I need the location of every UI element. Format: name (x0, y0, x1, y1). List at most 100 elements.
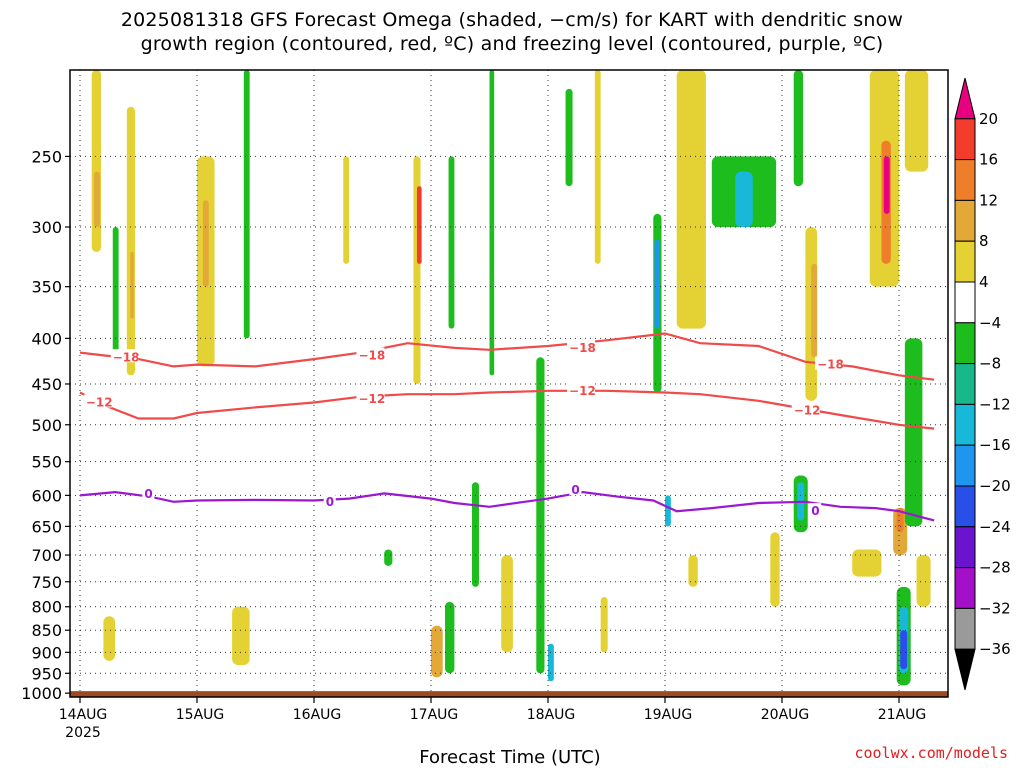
omega-cell (130, 251, 134, 319)
colorbar-label: 20 (979, 110, 998, 128)
contour-label-bg (356, 347, 385, 361)
contour-line (79, 332, 935, 381)
colorbar-swatch (954, 199, 976, 242)
contour-label: 0 (144, 487, 152, 501)
contour-label: 0 (326, 495, 334, 509)
x-tick-label: 18AUG (527, 707, 576, 723)
omega-cell (600, 596, 608, 653)
x-axis: 14AUG 15AUG 16AUG 17AUG 18AUG 19AUG 20AUG 21AUG… (59, 697, 927, 741)
colorbar-swatch (954, 444, 976, 487)
omega-cell (852, 549, 882, 577)
colorbar-label: −32 (979, 599, 1011, 617)
omega-cell (489, 70, 495, 376)
omega-cell (665, 495, 671, 527)
contour-label-bg (110, 349, 139, 363)
omega-cell (126, 106, 135, 376)
y-axis: 250 300 350 400 450 500 550 600 650 700 750 800 850 9… (21, 147, 70, 703)
omega-cell (883, 156, 890, 214)
colorbar-arrow-top (954, 77, 976, 120)
x-tick-label: 21AUG (878, 707, 927, 723)
omega-cell (904, 70, 929, 172)
contour-label-bg (809, 503, 822, 517)
y-tick-label: 950 (31, 664, 62, 683)
colorbar-label: 4 (979, 273, 989, 291)
colorbar-swatch (954, 485, 976, 528)
contour-label-bg (567, 382, 596, 396)
y-tick-label: 700 (31, 546, 62, 565)
omega-cell (536, 357, 545, 674)
contour-label: −12 (86, 395, 113, 409)
omega-cell (103, 616, 116, 661)
credit-link[interactable]: coolwx.com/models (854, 744, 1008, 762)
omega-cell (431, 625, 443, 678)
colorbar-label: −16 (979, 436, 1011, 454)
colorbar-label: −12 (979, 395, 1011, 413)
contour-label-bg (791, 402, 820, 416)
omega-shading (91, 70, 931, 686)
y-tick-label: 600 (31, 486, 62, 505)
y-tick-label: 750 (31, 573, 62, 592)
y-tick-label: 800 (31, 598, 62, 617)
colorbar-swatch (954, 159, 976, 201)
omega-cell (471, 482, 479, 587)
contour-label-bg (567, 339, 596, 353)
ground-fill (70, 691, 948, 697)
omega-cell (676, 70, 706, 329)
omega-cell (654, 239, 660, 329)
x-tick-label: 14AUG (59, 707, 108, 723)
omega-cell (416, 186, 422, 264)
omega-cell (548, 643, 554, 682)
contour-label: −12 (569, 384, 596, 398)
contour-label: −18 (113, 350, 140, 364)
y-tick-label: 550 (31, 453, 62, 472)
omega-cell (904, 338, 923, 527)
colorbar-swatch (954, 526, 976, 569)
omega-cell (202, 200, 209, 287)
contour-label: −12 (794, 404, 821, 418)
y-tick-label: 500 (31, 416, 62, 435)
omega-cell (501, 555, 513, 653)
colorbar-label: 8 (979, 232, 989, 250)
contour-label-bg (815, 356, 844, 370)
contours: −18 −18 −18 −18 −12 −12 −12 −12 0 0 0 0 (79, 332, 935, 522)
colorbar-swatch (954, 607, 976, 650)
omega-cell (94, 171, 100, 227)
x-year-label: 2025 (65, 725, 101, 741)
contour-line (79, 490, 935, 522)
omega-cell (448, 156, 455, 329)
colorbar-label: −4 (979, 314, 1001, 332)
colorbar: 20 16 12 8 4 −4 −8 −12 −16 −20 −24 −28 −32 −36 (954, 77, 1011, 691)
y-tick-label: 850 (31, 621, 62, 640)
y-tick-label: 900 (31, 643, 62, 662)
contour-label: 0 (811, 504, 819, 518)
chart-title-line-1: 2025081318 GFS Forecast Omega (shaded, −… (120, 9, 904, 31)
omega-cell (384, 549, 393, 566)
x-tick-label: 15AUG (176, 707, 225, 723)
contour-label: −18 (358, 348, 385, 362)
omega-cell (445, 601, 455, 674)
contour-label: −12 (358, 392, 385, 406)
contour-label: −18 (817, 358, 844, 372)
colorbar-label: −36 (979, 640, 1011, 658)
colorbar-label: −24 (979, 518, 1011, 536)
y-tick-label: 1000 (21, 684, 62, 703)
colorbar-swatch (954, 240, 976, 283)
colorbar-label: −20 (979, 477, 1011, 495)
contour-label-bg (356, 391, 385, 405)
omega-cell (232, 606, 250, 666)
x-tick-label: 19AUG (644, 707, 693, 723)
colorbar-swatch (954, 322, 976, 365)
x-tick-label: 16AUG (293, 707, 342, 723)
x-tick-label: 20AUG (761, 707, 810, 723)
y-tick-label: 400 (31, 329, 62, 348)
colorbar-label: −28 (979, 559, 1011, 577)
chart-title-line-2: growth region (contoured, red, ºC) and f… (140, 33, 884, 55)
contour-label: −18 (569, 341, 596, 355)
contour-label: 0 (571, 483, 579, 497)
omega-cell (811, 263, 818, 358)
colorbar-arrow-bottom (954, 648, 976, 691)
omega-cell (916, 555, 931, 607)
colorbar-swatch (954, 281, 976, 324)
omega-cell (735, 171, 753, 227)
